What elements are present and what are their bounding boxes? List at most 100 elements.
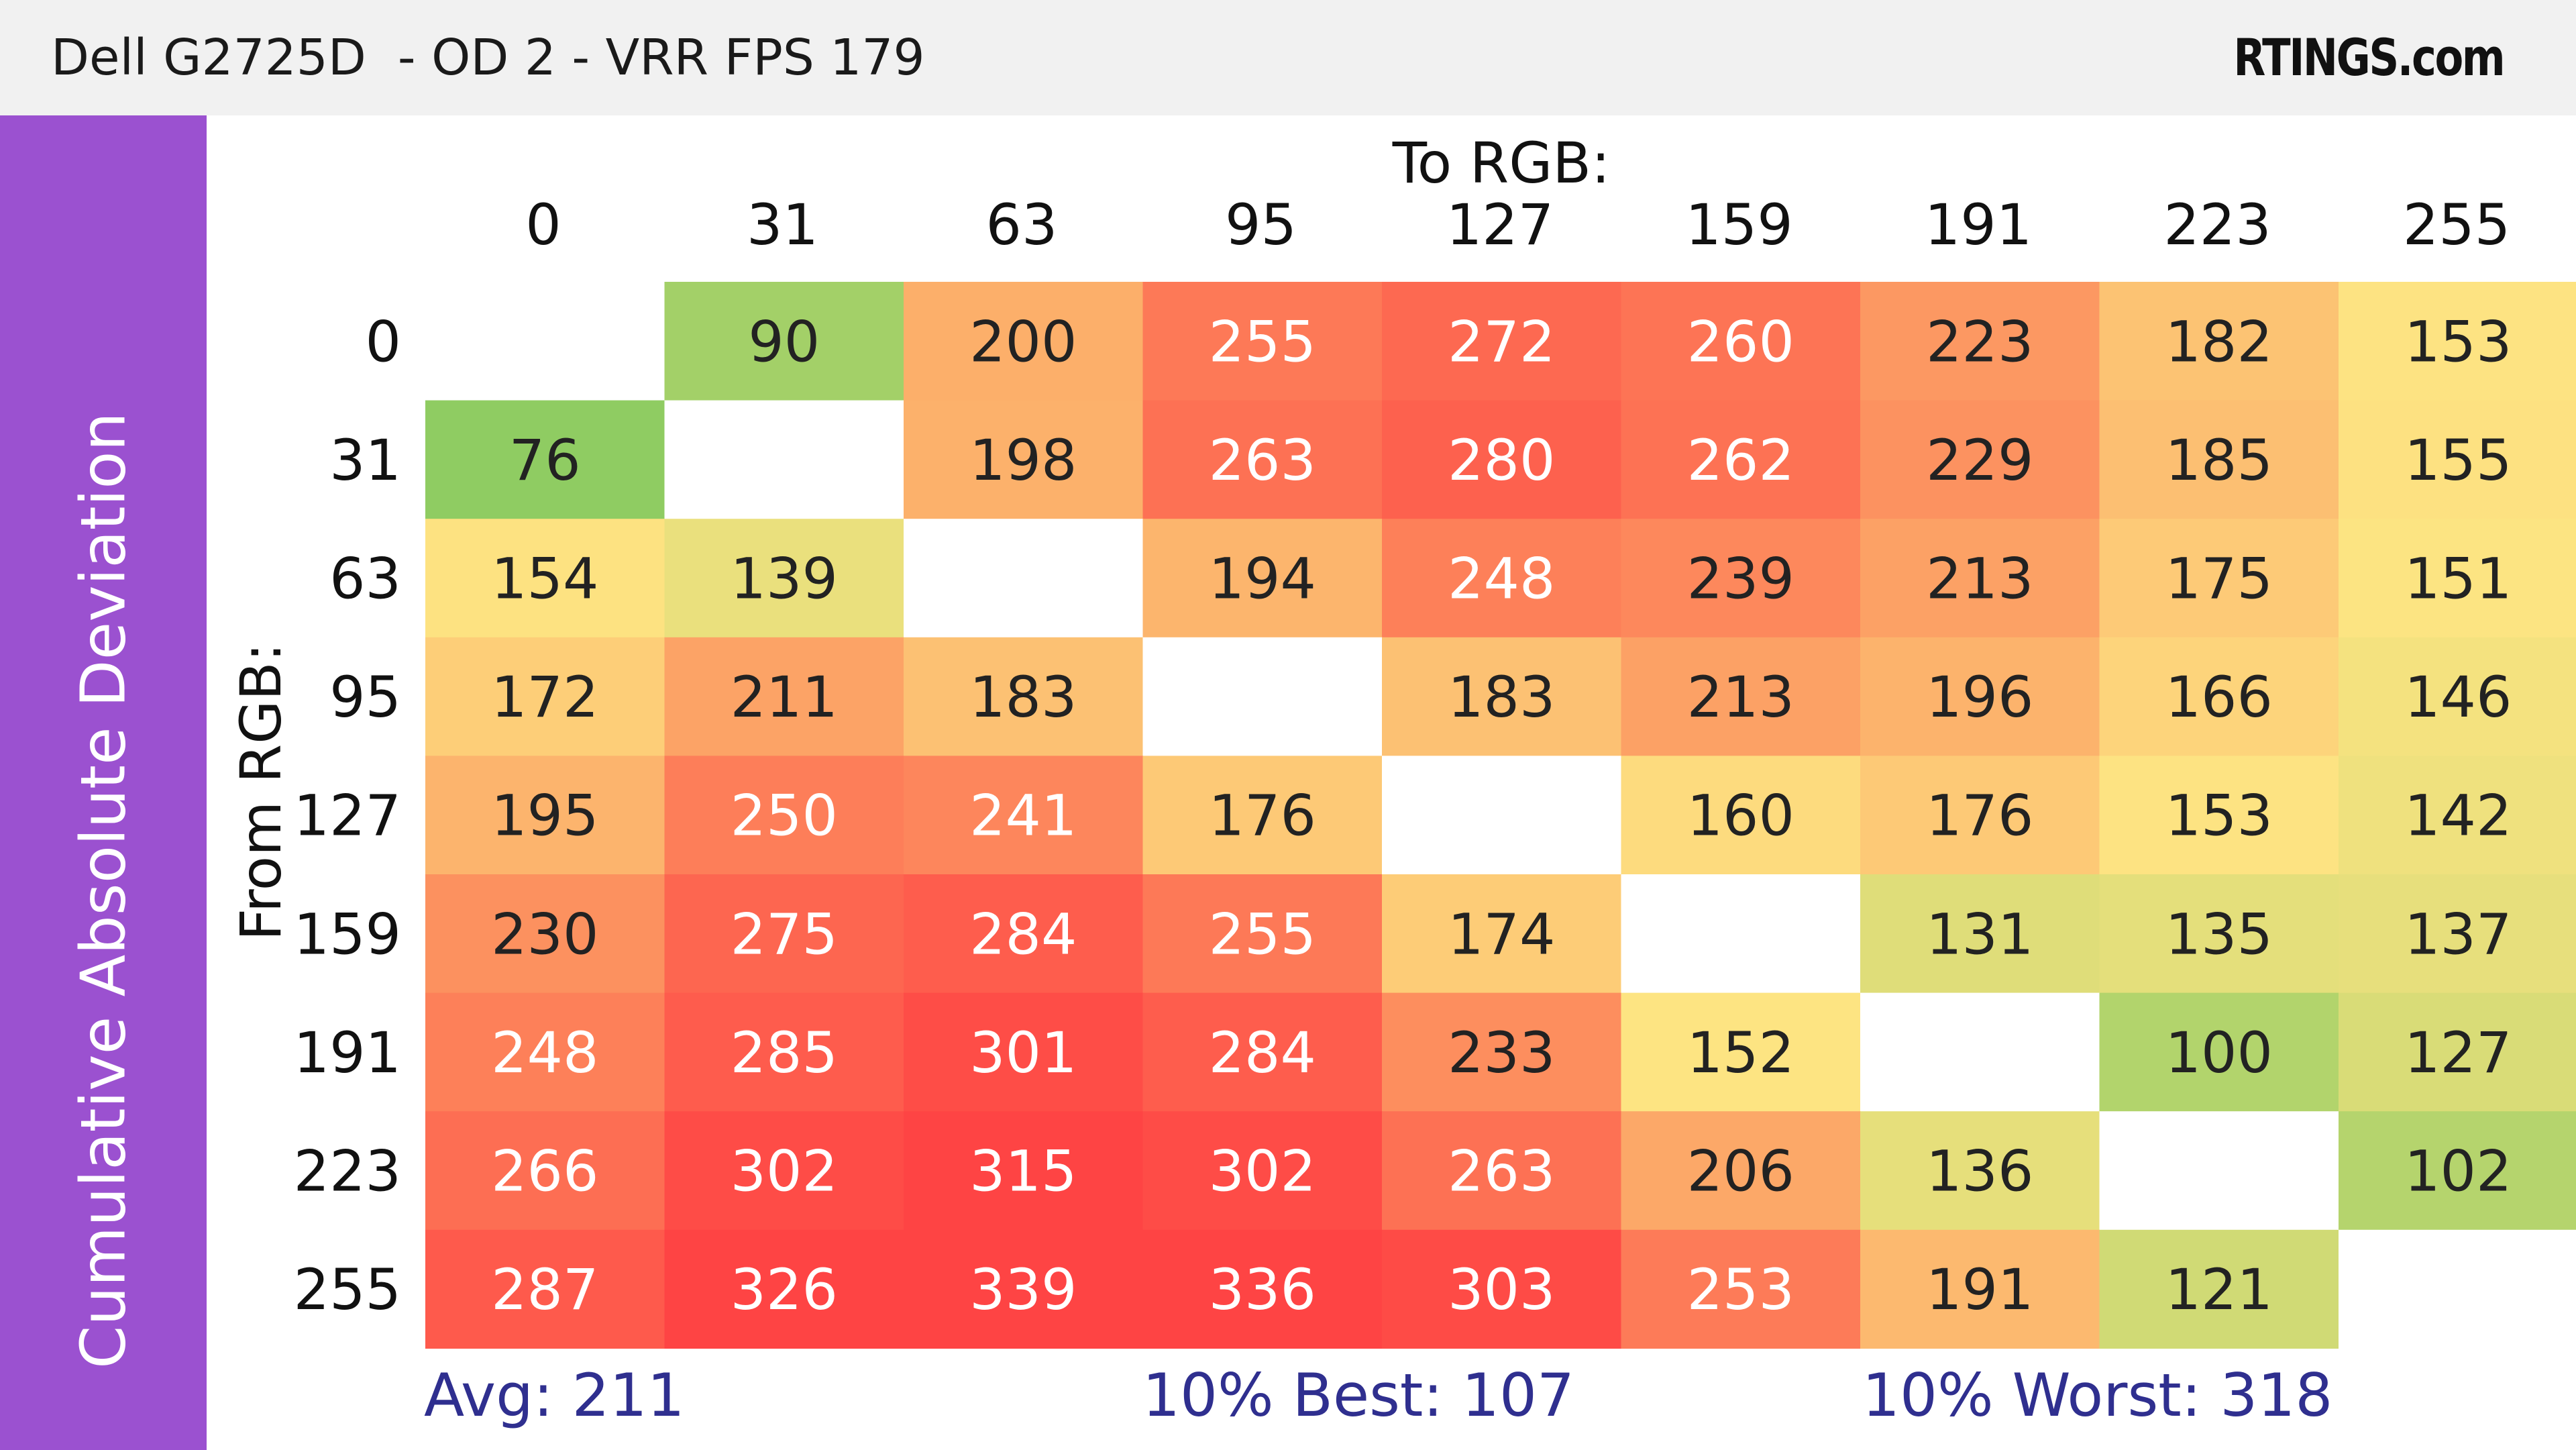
y-tick-label: 63 [329, 546, 401, 612]
heatmap-cell [1860, 874, 2100, 994]
heatmap-cell-label: 213 [1687, 664, 1794, 730]
heatmap-cell-label: 280 [1448, 427, 1555, 493]
sidebar-panel: Cumulative Absolute Deviation [0, 115, 207, 1450]
heatmap-cell [1621, 874, 1861, 994]
x-tick-label: 127 [1446, 192, 1554, 258]
heatmap-cell-label: 183 [969, 664, 1077, 730]
heatmap-cell [2339, 1229, 2576, 1349]
heatmap-cell-label: 185 [2165, 427, 2273, 493]
heatmap-cell-label: 263 [1209, 427, 1316, 493]
heatmap-cell-label: 195 [491, 783, 598, 849]
heatmap-cell [904, 756, 1144, 875]
heatmap-cell [904, 519, 1144, 638]
heatmap-cell [1621, 1111, 1861, 1231]
heatmap-cell [2099, 992, 2339, 1112]
heatmap-cell [1142, 992, 1383, 1112]
heatmap-cell [904, 282, 1144, 401]
heatmap-cell-label: 131 [1926, 901, 2033, 967]
heatmap-cell-label: 127 [2404, 1020, 2512, 1086]
heatmap-cell-label: 255 [1209, 309, 1316, 374]
heatmap-cell-label: 275 [731, 901, 838, 967]
heatmap-cell [2099, 637, 2339, 756]
heatmap-cell [425, 874, 665, 994]
brand-logo: RTINGS.com [2233, 28, 2505, 87]
heatmap-cell [904, 637, 1144, 756]
heatmap-cell [1142, 282, 1383, 401]
y-tick-label: 191 [294, 1020, 401, 1086]
heatmap-cell [1382, 282, 1622, 401]
y-tick-labels: 0 31 63 95 127 159 191 223 255 [294, 309, 401, 1323]
heatmap-cell-label: 248 [1448, 546, 1555, 612]
heatmap-cell-label: 90 [748, 309, 820, 374]
header-bar: Dell G2725D - OD 2 - VRR FPS 179 RTINGS.… [0, 0, 2576, 115]
heatmap-cell [664, 400, 904, 519]
heatmap-cell [1142, 400, 1383, 519]
heatmap-cell-label: 285 [731, 1020, 838, 1086]
heatmap-cell-label: 200 [969, 309, 1077, 374]
heatmap-cell [425, 756, 665, 875]
heatmap-cell-label: 284 [969, 901, 1077, 967]
heatmap-cell-label: 121 [2165, 1257, 2273, 1323]
heatmap-cell [664, 519, 904, 638]
stat-worst: 10% Worst: 318 [1862, 1361, 2332, 1430]
heatmap-cell-label: 248 [491, 1020, 598, 1086]
heatmap-cell [425, 637, 665, 756]
heatmap-cell-label: 100 [2165, 1020, 2273, 1086]
heatmap-cell-label: 326 [731, 1257, 838, 1323]
heatmap-cell [2339, 637, 2576, 756]
heatmap-cell-label: 230 [491, 901, 598, 967]
heatmap-cell-label: 194 [1209, 546, 1316, 612]
heatmap-cell [904, 1111, 1144, 1231]
x-tick-labels: 0 31 63 95 127 159 191 223 255 [525, 192, 2510, 258]
y-tick-label: 255 [294, 1257, 401, 1323]
heatmap-cell-label: 191 [1926, 1257, 2033, 1323]
heatmap-cell-label: 206 [1687, 1139, 1794, 1204]
heatmap-cell [1860, 1229, 2100, 1349]
heatmap-cell-label: 213 [1926, 546, 2033, 612]
heatmap-cell [1621, 400, 1861, 519]
y-tick-label: 31 [329, 427, 401, 493]
heatmap-cell [1860, 282, 2100, 401]
x-axis-title: To RGB: [1392, 130, 1611, 196]
heatmap-cell-label: 142 [2404, 783, 2512, 849]
heatmap-cell [664, 282, 904, 401]
heatmap-cell [664, 1111, 904, 1231]
heatmap-cell [1621, 282, 1861, 401]
heatmap-cell [1142, 519, 1383, 638]
heatmap-cell [1382, 1111, 1622, 1231]
heatmap-cell [904, 874, 1144, 994]
y-tick-label: 223 [294, 1139, 401, 1204]
heatmap-cell-label: 198 [969, 427, 1077, 493]
heatmap-cell-label: 166 [2165, 664, 2273, 730]
x-tick-label: 191 [1925, 192, 2032, 258]
heatmap-cell [1621, 1229, 1861, 1349]
heatmap-cell [2339, 874, 2576, 994]
heatmap-cell-label: 153 [2165, 783, 2273, 849]
heatmap-cell [1860, 1111, 2100, 1231]
heatmap-cell [664, 1229, 904, 1349]
heatmap-cell [1621, 992, 1861, 1112]
heatmap-cell [1382, 1229, 1622, 1349]
heatmap-cell-label: 266 [491, 1139, 598, 1204]
heatmap-cell-label: 139 [731, 546, 838, 612]
heatmap-cell-label: 250 [731, 783, 838, 849]
heatmap-cell [425, 1111, 665, 1231]
heatmap-cell-label: 301 [969, 1020, 1077, 1086]
heatmap-cell [904, 1229, 1144, 1349]
heatmap-cell [2099, 756, 2339, 875]
heatmap-cell [2099, 1229, 2339, 1349]
heatmap-cell [1860, 519, 2100, 638]
heatmap-cell [1621, 756, 1861, 875]
heatmap-cell-label: 175 [2165, 546, 2273, 612]
heatmap-cell-label: 155 [2404, 427, 2512, 493]
stat-best: 10% Best: 107 [1142, 1361, 1574, 1430]
heatmap-cell-label: 152 [1687, 1020, 1794, 1086]
heatmap-cell [1382, 874, 1622, 994]
heatmap-cell [1621, 637, 1861, 756]
stat-average: Avg: 211 [424, 1361, 685, 1430]
heatmap-cell-label: 229 [1926, 427, 2033, 493]
heatmap-cell-label: 146 [2404, 664, 2512, 730]
heatmap-cell [2339, 519, 2576, 638]
